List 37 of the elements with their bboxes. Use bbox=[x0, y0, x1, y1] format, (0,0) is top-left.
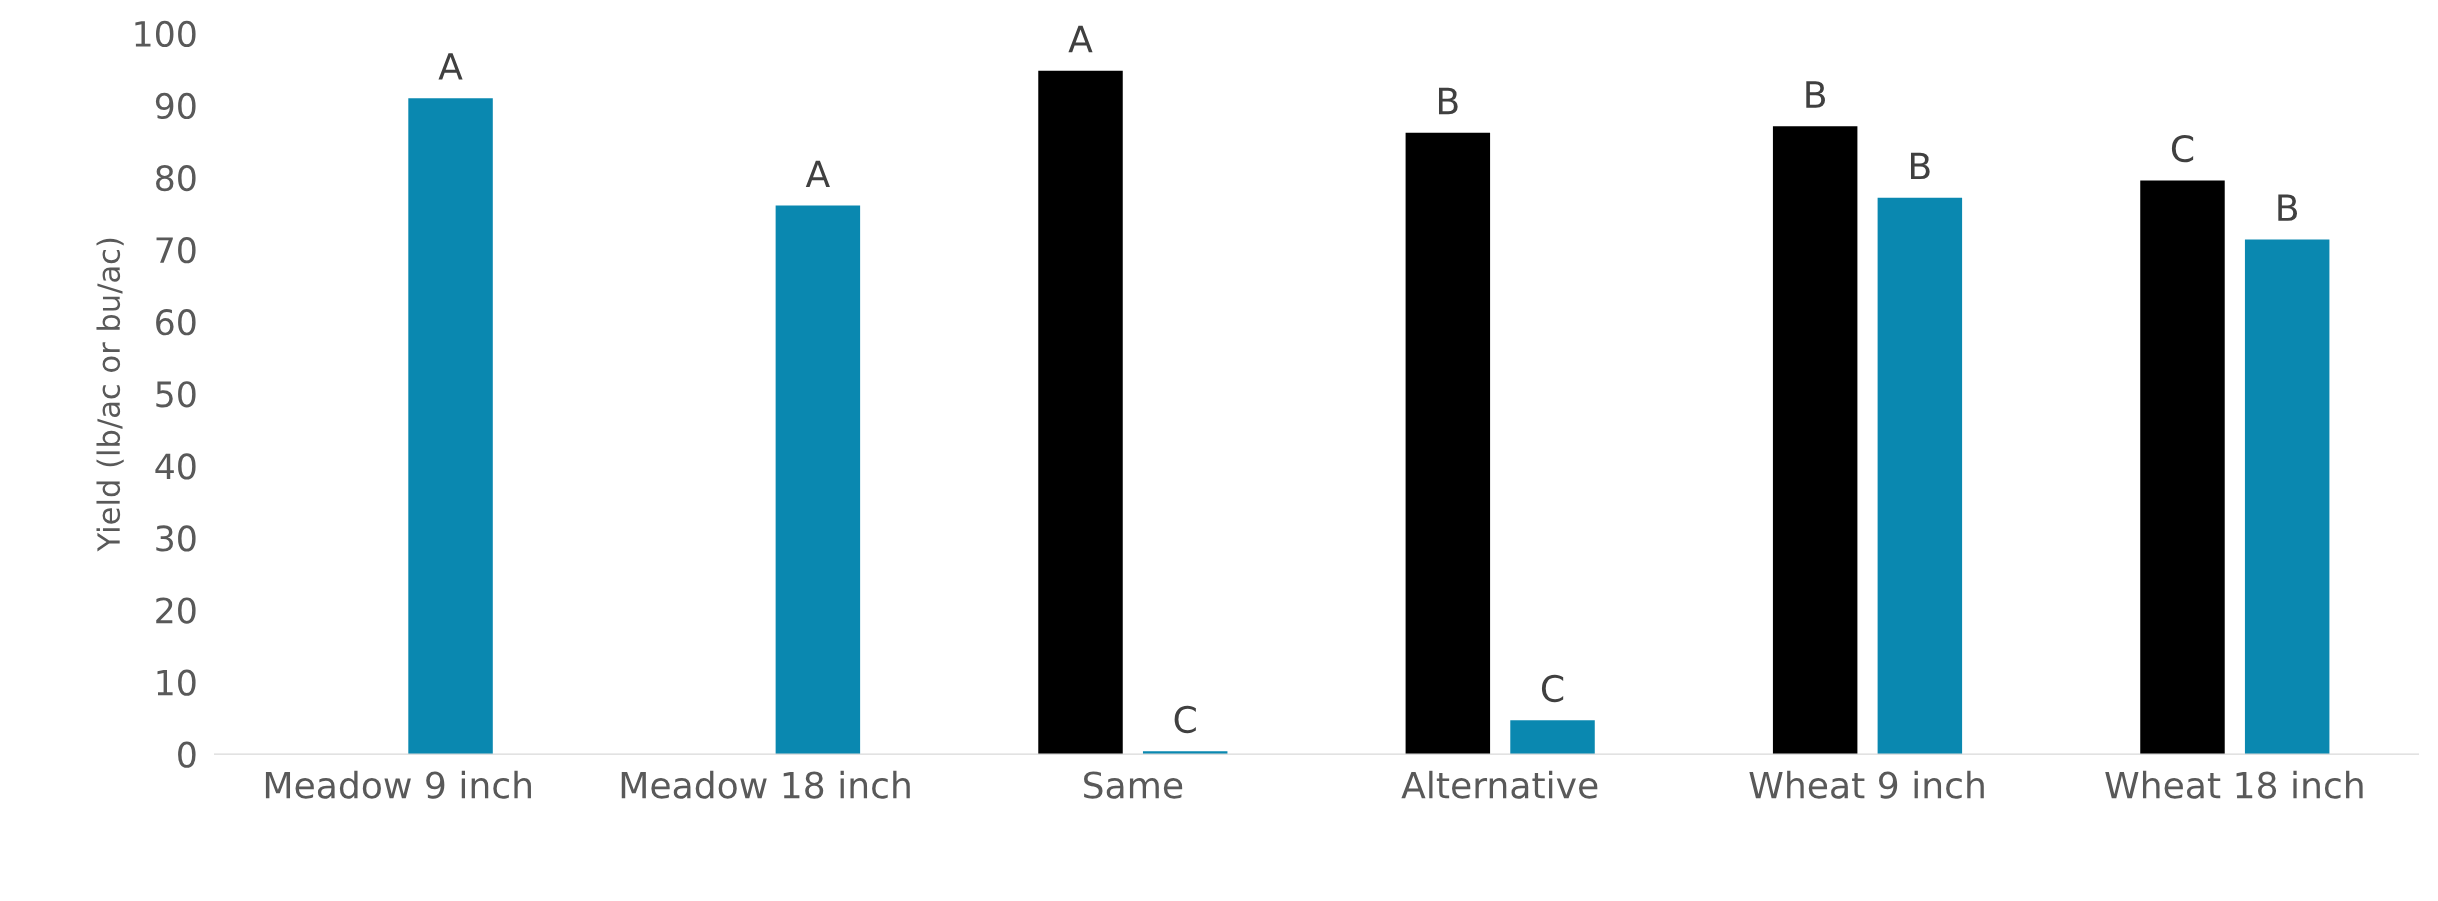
bar bbox=[1510, 720, 1595, 755]
data-label: B bbox=[1438, 87, 1458, 115]
y-tick-label: 20 bbox=[156, 597, 196, 624]
y-tick-label: 60 bbox=[156, 309, 196, 336]
y-tick-label: 0 bbox=[178, 741, 196, 768]
y-tick-label: 90 bbox=[155, 92, 196, 120]
data-label: C bbox=[2171, 134, 2194, 163]
data-label: A bbox=[805, 160, 830, 187]
x-tick-label: Meadow 9 inch bbox=[265, 770, 531, 799]
y-tick-label: 30 bbox=[156, 525, 196, 552]
bar bbox=[775, 205, 861, 755]
bar bbox=[1405, 132, 1491, 755]
y-tick-label: 80 bbox=[156, 164, 196, 192]
bar bbox=[1038, 70, 1123, 755]
y-axis-title: Yield (lb/ac or bu/ac) bbox=[96, 238, 124, 552]
bar bbox=[1772, 126, 1858, 755]
y-tick-label: 70 bbox=[156, 237, 196, 264]
data-label: B bbox=[1911, 152, 1930, 180]
data-label: C bbox=[1174, 705, 1196, 734]
x-tick-label: Wheat 9 inch bbox=[1749, 770, 1984, 799]
data-label: A bbox=[1068, 25, 1093, 53]
bar bbox=[408, 98, 493, 755]
y-tick-label: 50 bbox=[156, 381, 196, 408]
data-label: C bbox=[1541, 674, 1564, 703]
data-label: B bbox=[1806, 81, 1825, 108]
bar bbox=[2140, 180, 2225, 755]
data-label: B bbox=[2278, 194, 2298, 221]
y-tick-label: 10 bbox=[157, 669, 196, 696]
data-label: A bbox=[438, 53, 463, 80]
x-tick-label: Same bbox=[1084, 771, 1183, 799]
bar bbox=[2244, 239, 2330, 755]
bar bbox=[1877, 197, 1963, 755]
x-tick-label: Alternative bbox=[1401, 770, 1598, 799]
y-tick-label: 100 bbox=[135, 20, 196, 48]
x-tick-label: Meadow 18 inch bbox=[621, 770, 910, 799]
y-tick-label: 40 bbox=[155, 453, 196, 480]
x-tick-label: Wheat 18 inch bbox=[2105, 770, 2363, 799]
